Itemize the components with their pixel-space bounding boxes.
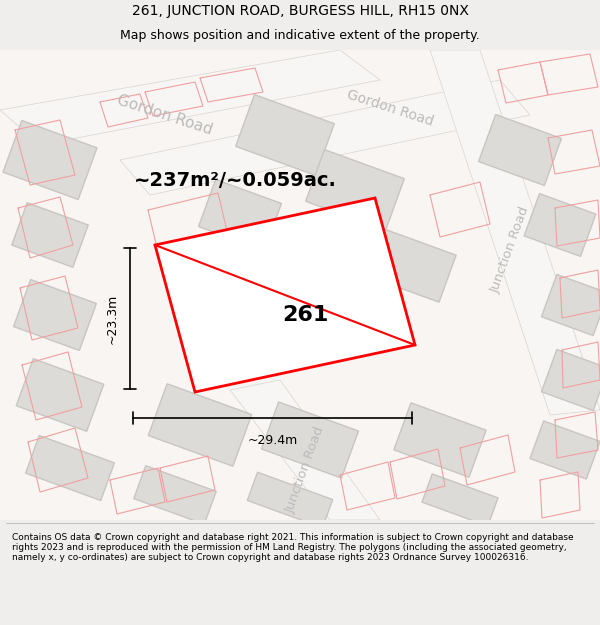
Polygon shape bbox=[394, 403, 486, 477]
Polygon shape bbox=[134, 466, 216, 524]
Polygon shape bbox=[120, 80, 530, 195]
Polygon shape bbox=[305, 149, 404, 231]
Polygon shape bbox=[524, 194, 596, 256]
Polygon shape bbox=[148, 384, 251, 466]
Polygon shape bbox=[236, 94, 334, 176]
Text: Gordon Road: Gordon Road bbox=[345, 88, 435, 129]
Text: 261: 261 bbox=[282, 305, 328, 325]
Polygon shape bbox=[155, 198, 415, 392]
Text: Junction Road: Junction Road bbox=[488, 205, 532, 295]
Polygon shape bbox=[541, 349, 600, 411]
Polygon shape bbox=[430, 50, 600, 415]
Polygon shape bbox=[16, 359, 104, 431]
Polygon shape bbox=[247, 472, 333, 528]
Polygon shape bbox=[364, 228, 456, 302]
Text: Map shows position and indicative extent of the property.: Map shows position and indicative extent… bbox=[120, 29, 480, 42]
Polygon shape bbox=[12, 202, 88, 268]
Polygon shape bbox=[14, 279, 97, 351]
Polygon shape bbox=[230, 380, 380, 520]
Polygon shape bbox=[0, 50, 600, 520]
Text: Gordon Road: Gordon Road bbox=[115, 92, 215, 138]
Text: ~23.3m: ~23.3m bbox=[106, 293, 119, 344]
Text: 261, JUNCTION ROAD, BURGESS HILL, RH15 0NX: 261, JUNCTION ROAD, BURGESS HILL, RH15 0… bbox=[131, 4, 469, 18]
Text: Junction Road: Junction Road bbox=[283, 425, 327, 515]
Text: ~29.4m: ~29.4m bbox=[247, 434, 298, 446]
Text: ~237m²/~0.059ac.: ~237m²/~0.059ac. bbox=[134, 171, 337, 189]
Polygon shape bbox=[3, 121, 97, 199]
Polygon shape bbox=[541, 274, 600, 336]
Polygon shape bbox=[199, 179, 281, 251]
Text: Contains OS data © Crown copyright and database right 2021. This information is : Contains OS data © Crown copyright and d… bbox=[12, 532, 574, 562]
Polygon shape bbox=[26, 436, 115, 501]
Polygon shape bbox=[530, 421, 600, 479]
Polygon shape bbox=[479, 114, 562, 186]
Polygon shape bbox=[262, 402, 358, 478]
Polygon shape bbox=[422, 474, 498, 526]
Polygon shape bbox=[0, 50, 380, 145]
